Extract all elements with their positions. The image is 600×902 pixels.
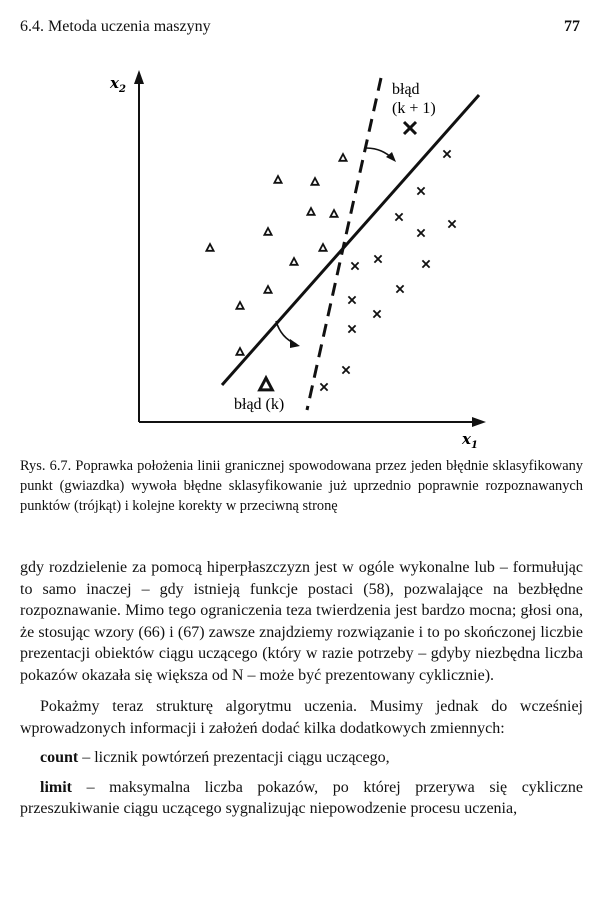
misclassified-triangle-point — [257, 374, 275, 392]
definition-count-text: – licznik powtórzeń prezentacji ciągu uc… — [78, 749, 390, 766]
cross-point — [350, 261, 360, 271]
triangle-point — [262, 284, 274, 294]
correction-arrow-lower — [275, 320, 297, 345]
y-axis-arrow — [134, 70, 144, 84]
paragraph-2: Pokażmy teraz strukturę algorytmu uczeni… — [20, 698, 583, 737]
cross-point — [373, 254, 383, 264]
cross-point — [347, 324, 357, 334]
triangle-point — [309, 176, 321, 186]
cross-point — [372, 309, 382, 319]
page-number: 77 — [564, 18, 580, 35]
cross-point — [416, 228, 426, 238]
triangle-points — [204, 152, 349, 356]
cross-point — [442, 149, 452, 159]
cross-point — [319, 382, 329, 392]
cross-point — [347, 295, 357, 305]
cross-points — [319, 149, 457, 392]
x-axis-arrow — [472, 417, 486, 427]
term-count: count — [40, 749, 79, 766]
triangle-point — [328, 208, 340, 218]
triangle-point — [288, 256, 300, 266]
x-axis-label: x1 — [461, 430, 478, 451]
correction-arrow-lower-head — [290, 339, 300, 348]
triangle-point — [234, 346, 246, 356]
definition-count: count – licznik powtórzeń prezentacji ci… — [20, 747, 583, 769]
highlighted-points — [257, 120, 418, 392]
cross-point — [447, 219, 457, 229]
y-axis-label: x2 — [109, 74, 126, 95]
cross-point — [394, 212, 404, 222]
cross-point — [341, 365, 351, 375]
cross-point — [395, 284, 405, 294]
cross-point — [416, 186, 426, 196]
label-error-k: błąd (k) — [234, 396, 284, 413]
triangle-point — [262, 226, 274, 236]
triangle-point — [204, 242, 216, 252]
correction-arrow-upper-head — [386, 152, 396, 162]
triangle-point — [337, 152, 349, 162]
figure-6-7: x2 x1 błąd (k + 1) błąd (k) — [109, 70, 486, 451]
running-header: 6.4. Metoda uczenia maszyny 77 — [20, 18, 580, 42]
definition-limit-text: – maksymalna liczba pokazów, po której p… — [20, 778, 583, 818]
triangle-point — [234, 300, 246, 310]
figure-caption: Rys. 6.7. Poprawka położenia linii grani… — [20, 458, 583, 514]
triangle-point — [305, 206, 317, 216]
term-limit: limit — [40, 778, 72, 796]
boundary-line-k1 — [305, 77, 383, 411]
section-title: 6.4. Metoda uczenia maszyny — [20, 18, 211, 35]
body-text: gdy rozdzielenie za pomocą hiperpłaszczy… — [20, 557, 583, 820]
misclassified-cross-point — [402, 120, 418, 136]
boundary-line-k — [220, 94, 481, 386]
definition-limit: limit – maksymalna liczba pokazów, po kt… — [20, 777, 583, 820]
label-error-k1-paren: (k + 1) — [392, 100, 436, 117]
label-error-k1-word: błąd — [392, 81, 420, 98]
cross-point — [421, 259, 431, 269]
paragraph-1: gdy rozdzielenie za pomocą hiperpłaszczy… — [20, 559, 583, 684]
triangle-point — [272, 174, 284, 184]
triangle-point — [317, 242, 329, 252]
